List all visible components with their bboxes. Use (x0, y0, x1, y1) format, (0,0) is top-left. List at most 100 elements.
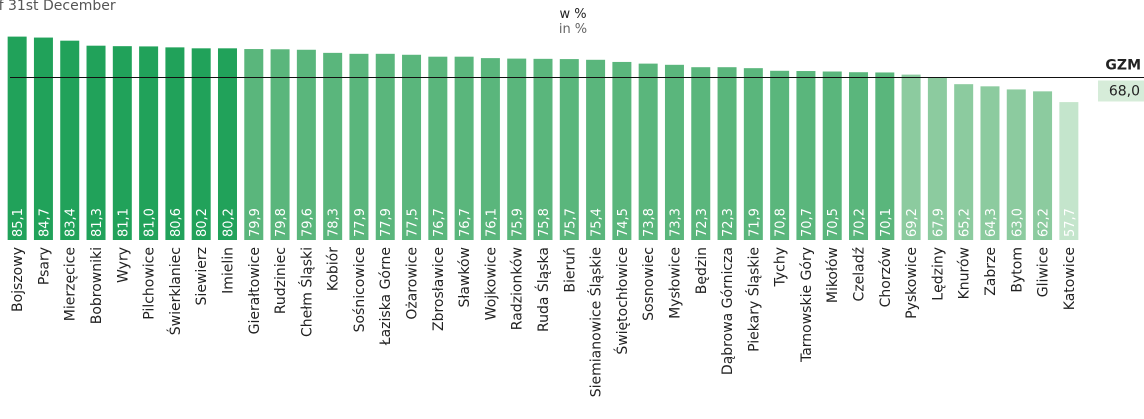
value-label: 76,1 (484, 208, 499, 237)
x-tick-label: Siewierz (194, 247, 210, 305)
value-label: 63,0 (1010, 208, 1025, 237)
value-label: 67,9 (931, 208, 946, 237)
x-tick-label: Pyskowice (904, 247, 920, 319)
x-tick-label: Wojkowice (483, 247, 499, 320)
x-tick-label: Ożarowice (405, 247, 421, 320)
x-tick-label: Mikołów (825, 247, 841, 303)
bar (454, 56, 474, 241)
value-label: 64,3 (984, 208, 999, 237)
value-label: 70,5 (826, 208, 841, 237)
x-tick-label: Bieruń (562, 247, 578, 293)
bar (691, 67, 711, 240)
bar (270, 49, 290, 240)
value-label: 70,2 (853, 208, 868, 237)
value-label: 72,3 (695, 208, 710, 237)
value-label: 83,4 (64, 208, 79, 237)
value-label: 65,2 (958, 208, 973, 237)
bar (586, 59, 606, 240)
value-label: 70,1 (879, 208, 894, 237)
x-tick-label: Rudziniec (273, 247, 289, 314)
x-tick-label: Świętochłowice (613, 247, 631, 355)
value-label: 70,7 (800, 208, 815, 237)
value-label: 75,7 (563, 208, 578, 237)
reference-value: 68,0 (1109, 83, 1140, 99)
bar (980, 86, 1000, 240)
bar (139, 46, 159, 240)
x-tick-label: Będzin (694, 247, 710, 294)
value-label: 62,2 (1037, 208, 1052, 237)
value-label: 80,2 (221, 208, 236, 237)
x-tick-label: Sośnicowice (352, 247, 368, 332)
bar (296, 49, 316, 241)
bar (927, 77, 947, 241)
bar (191, 48, 211, 241)
value-label: 81,3 (90, 208, 105, 237)
value-label: 85,1 (11, 208, 26, 237)
value-label: 75,4 (590, 208, 605, 237)
value-label: 79,9 (248, 208, 263, 237)
bar (533, 58, 553, 241)
bar (901, 74, 921, 240)
value-label: 71,9 (747, 208, 762, 237)
value-label: 74,5 (616, 208, 631, 237)
value-label: 79,6 (300, 208, 315, 237)
x-tick-label: Psary (36, 247, 52, 285)
bar (7, 36, 27, 241)
value-label: 80,2 (195, 208, 210, 237)
x-tick-label: Piekary Śląskie (744, 247, 762, 352)
x-tick-label: Chełm Śląski (297, 247, 315, 337)
bar (1033, 91, 1053, 240)
bar (875, 72, 895, 240)
bar (244, 49, 264, 240)
x-tick-label: Mysłowice (667, 247, 683, 319)
value-label: 75,8 (537, 208, 552, 237)
bar (480, 58, 500, 240)
bar (323, 52, 343, 240)
x-tick-label: Gierałtowice (247, 247, 263, 334)
bar (796, 71, 816, 240)
value-label: 84,7 (37, 208, 52, 237)
value-label: 75,9 (511, 208, 526, 237)
value-label: 76,7 (432, 208, 447, 237)
x-tick-label: Imielin (220, 247, 236, 294)
value-label: 80,6 (169, 208, 184, 237)
x-tick-label: Kobiór (326, 247, 342, 291)
value-label: 73,8 (642, 208, 657, 237)
x-tick-label: Czeladź (852, 247, 868, 301)
reference-value-box (1098, 80, 1144, 102)
value-label: 73,3 (668, 208, 683, 237)
bar (1059, 102, 1079, 240)
x-tick-label: Sławków (457, 247, 473, 308)
x-tick-label: Gliwice (1036, 247, 1052, 297)
value-label: 77,5 (406, 208, 421, 237)
x-tick-label: Siemianowice Śląskie (587, 247, 605, 397)
bar (664, 64, 684, 240)
x-tick-label: Dąbrowa Górnicza (720, 247, 736, 375)
value-label: 77,9 (353, 208, 368, 237)
value-label: 77,9 (379, 208, 394, 237)
value-label: 69,2 (905, 208, 920, 237)
unit-pl: w % (559, 7, 586, 22)
value-label: 81,1 (116, 208, 131, 237)
bar (559, 59, 579, 241)
x-tick-label: Tarnowskie Góry (799, 247, 815, 363)
bar (86, 45, 106, 241)
unit-en: in % (559, 22, 587, 37)
bar (402, 54, 422, 241)
x-tick-label: Bojszowy (10, 247, 26, 312)
x-tick-label: Lędziny (930, 247, 946, 301)
x-tick-label: Knurów (957, 247, 973, 299)
x-tick-label: Zbrosławice (431, 247, 447, 331)
bar (60, 40, 80, 241)
bar (612, 61, 632, 240)
x-tick-label: Bobrowniki (89, 247, 105, 324)
value-label: 76,7 (458, 208, 473, 237)
value-label: 72,3 (721, 208, 736, 237)
bar (217, 48, 237, 241)
bar (507, 58, 527, 240)
bar (165, 47, 185, 241)
x-tick-label: Tychy (773, 247, 789, 288)
bar (1006, 89, 1026, 241)
x-tick-label: Sosnowiec (641, 247, 657, 321)
